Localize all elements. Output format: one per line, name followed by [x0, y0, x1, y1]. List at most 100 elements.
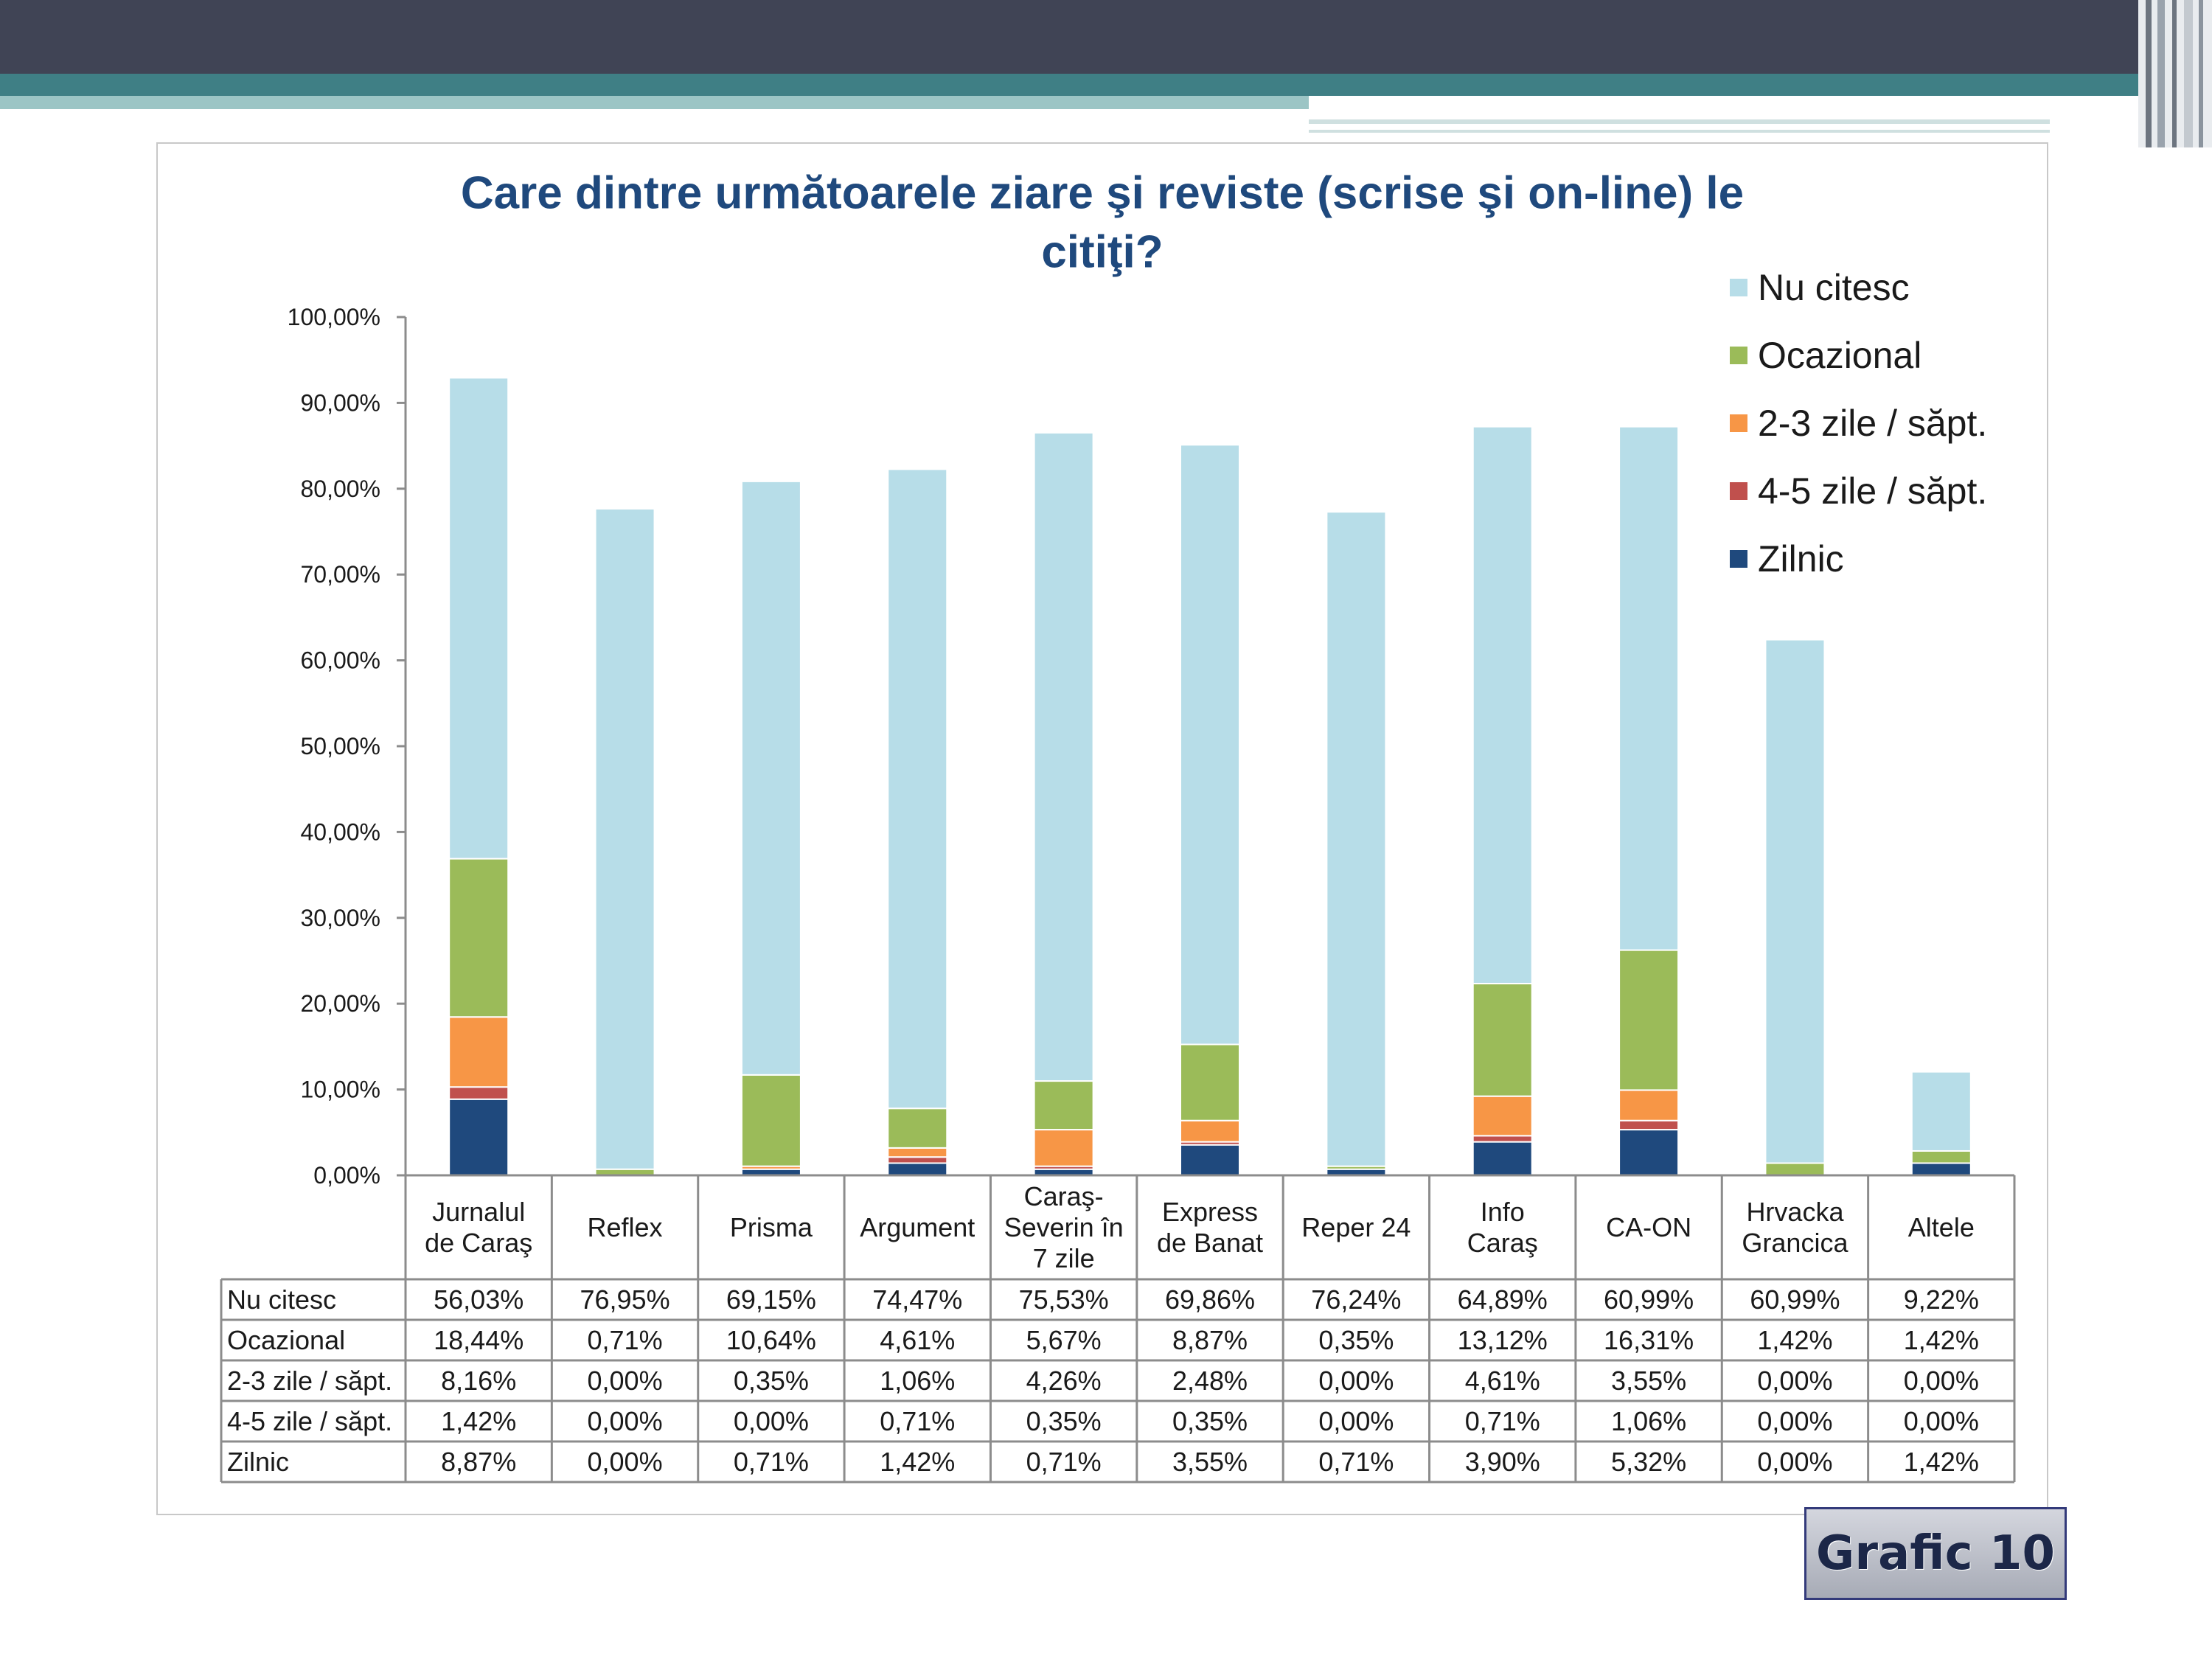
data-label: 3,55% — [1611, 1366, 1686, 1396]
bar-zilnic — [1472, 1141, 1533, 1177]
data-label: 0,00% — [1757, 1366, 1832, 1396]
data-label: 0,71% — [880, 1406, 955, 1436]
data-label: 1,42% — [441, 1406, 516, 1436]
legend-swatch — [1730, 347, 1747, 364]
bar-nu-citesc — [594, 508, 655, 1170]
data-label: 9,22% — [1904, 1284, 1979, 1315]
data-label: 0,00% — [1904, 1366, 1979, 1396]
legend-swatch — [1730, 550, 1747, 568]
legend-swatch — [1730, 414, 1747, 432]
bar-2-3-zile-s-pt- — [448, 1016, 509, 1088]
data-label: 76,95% — [580, 1284, 669, 1315]
data-label: 1,06% — [1611, 1406, 1686, 1436]
data-label: 8,87% — [441, 1447, 516, 1477]
table-row-label: Ocazional — [227, 1325, 345, 1355]
data-label: 0,35% — [734, 1366, 809, 1396]
data-label: 0,00% — [588, 1447, 663, 1477]
data-label: 0,71% — [734, 1447, 809, 1477]
data-label: 18,44% — [434, 1325, 524, 1355]
table-row-label: Zilnic — [227, 1447, 289, 1477]
legend-label: Ocazional — [1758, 335, 1921, 376]
grafic-badge[interactable]: Grafic 10 — [1804, 1507, 2067, 1600]
data-label: 64,89% — [1458, 1284, 1548, 1315]
category-label: Caraş — [1467, 1228, 1538, 1258]
data-label: 1,42% — [880, 1447, 955, 1477]
data-label: 0,00% — [588, 1406, 663, 1436]
category-label: Argument — [860, 1212, 975, 1242]
bar-ocazional — [740, 1074, 801, 1167]
category-label: Grancica — [1742, 1228, 1848, 1258]
table-row-label: 2-3 zile / săpt. — [227, 1366, 392, 1396]
category-label: CA-ON — [1606, 1212, 1691, 1242]
category-label: 7 zile — [1033, 1243, 1095, 1273]
header-stripe-light — [0, 96, 1309, 109]
bar-nu-citesc — [1910, 1071, 1972, 1152]
bar-zilnic — [1910, 1162, 1972, 1176]
bar-ocazional — [887, 1107, 948, 1149]
y-tick-label: 10,00% — [300, 1077, 380, 1103]
y-tick-label: 40,00% — [300, 818, 380, 845]
bar-nu-citesc — [887, 468, 948, 1110]
bar-nu-citesc — [448, 377, 509, 860]
legend-swatch — [1730, 482, 1747, 500]
data-label: 2,48% — [1172, 1366, 1248, 1396]
data-label: 0,00% — [734, 1406, 809, 1436]
data-label: 0,71% — [588, 1325, 663, 1355]
data-label: 0,35% — [1318, 1325, 1394, 1355]
data-label: 0,00% — [1318, 1366, 1394, 1396]
data-label: 69,15% — [726, 1284, 816, 1315]
bar-2-3-zile-s-pt- — [1180, 1119, 1240, 1143]
y-tick-label: 50,00% — [300, 733, 380, 759]
data-label: 4,61% — [880, 1325, 955, 1355]
data-label: 10,64% — [726, 1325, 816, 1355]
data-label: 75,53% — [1019, 1284, 1109, 1315]
table-row-label: Nu citesc — [227, 1284, 336, 1315]
grafic-badge-label: Grafic 10 — [1816, 1526, 2055, 1581]
header-thin-line — [1309, 119, 2050, 124]
bar-nu-citesc — [1618, 425, 1680, 951]
y-tick-label: 90,00% — [300, 389, 380, 416]
data-label: 76,24% — [1311, 1284, 1401, 1315]
table-row-label: 4-5 zile / săpt. — [227, 1406, 392, 1436]
data-label: 13,12% — [1458, 1325, 1548, 1355]
bar-2-3-zile-s-pt- — [1472, 1095, 1533, 1137]
data-label: 16,31% — [1604, 1325, 1694, 1355]
category-label: Prisma — [730, 1212, 813, 1242]
header-thin-line — [1309, 130, 2050, 133]
data-label: 5,67% — [1026, 1325, 1102, 1355]
data-label: 4,26% — [1026, 1366, 1102, 1396]
bar-zilnic — [1180, 1144, 1240, 1176]
data-label: 0,00% — [1904, 1406, 1979, 1436]
data-label: 0,00% — [1318, 1406, 1394, 1436]
y-tick-label: 20,00% — [300, 990, 380, 1017]
data-label: 1,42% — [1904, 1447, 1979, 1477]
category-label: Caraş- — [1024, 1181, 1104, 1211]
category-label: Altele — [1908, 1212, 1975, 1242]
data-label: 0,00% — [1757, 1406, 1832, 1436]
bar-ocazional — [1764, 1162, 1826, 1176]
legend-label: 2-3 zile / săpt. — [1758, 403, 1987, 444]
legend-swatch — [1730, 279, 1747, 296]
bar-4-5-zile-s-pt- — [1618, 1119, 1680, 1131]
data-label: 1,42% — [1757, 1325, 1832, 1355]
bar-nu-citesc — [1180, 444, 1240, 1046]
category-label: Info — [1481, 1197, 1525, 1227]
data-label: 3,55% — [1172, 1447, 1248, 1477]
data-label: 8,87% — [1172, 1325, 1248, 1355]
category-label: de Banat — [1157, 1228, 1263, 1258]
category-label: Severin în — [1004, 1212, 1124, 1242]
y-tick-label: 100,00% — [288, 304, 380, 330]
data-label: 69,86% — [1165, 1284, 1255, 1315]
data-label: 0,35% — [1026, 1406, 1102, 1436]
bar-2-3-zile-s-pt- — [1618, 1089, 1680, 1121]
header-stripe — [0, 74, 2138, 96]
data-label: 0,00% — [1757, 1447, 1832, 1477]
bar-nu-citesc — [1472, 425, 1533, 984]
legend-label: Zilnic — [1758, 538, 1844, 580]
bar-zilnic — [1618, 1129, 1680, 1176]
data-label: 0,71% — [1026, 1447, 1102, 1477]
legend-label: 4-5 zile / săpt. — [1758, 470, 1987, 512]
category-label: Reper 24 — [1301, 1212, 1411, 1242]
bar-ocazional — [1472, 982, 1533, 1097]
